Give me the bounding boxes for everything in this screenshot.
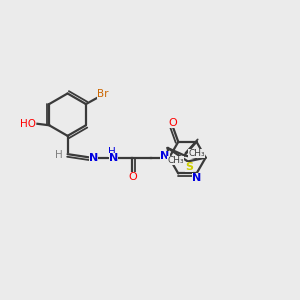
Text: N: N [109,153,118,163]
Text: O: O [169,118,177,128]
Text: S: S [185,162,193,172]
Text: O: O [128,172,137,182]
Text: N: N [89,153,98,163]
Text: CH₃: CH₃ [167,156,184,165]
Text: CH₃: CH₃ [188,149,205,158]
Text: H: H [56,150,63,160]
Text: H: H [108,147,116,158]
Text: N: N [193,173,202,183]
Text: HO: HO [20,119,36,129]
Text: N: N [160,152,169,161]
Text: Br: Br [97,89,108,99]
